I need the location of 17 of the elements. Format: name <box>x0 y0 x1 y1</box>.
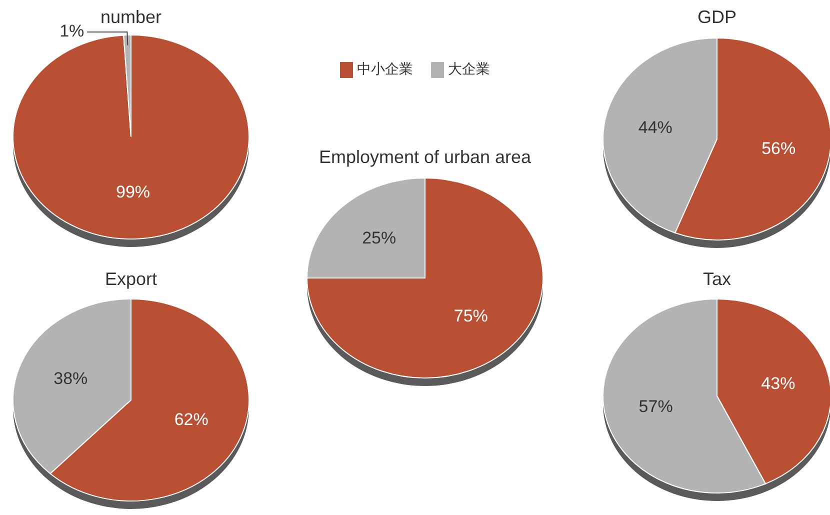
chart-title: Export <box>104 268 158 289</box>
chart-title: Tax <box>702 268 732 289</box>
data-label: 57% <box>638 397 673 416</box>
data-label: 1% <box>60 21 84 40</box>
chart-title: number <box>100 6 162 27</box>
chart-title: GDP <box>697 6 737 27</box>
data-label: 44% <box>638 118 672 138</box>
data-label: 25% <box>362 228 396 248</box>
data-label: 75% <box>454 306 488 326</box>
legend-label: 中小企業 <box>357 60 413 77</box>
data-label: 99% <box>116 182 150 202</box>
text: Employment of urban area <box>318 146 532 167</box>
data-label: 62% <box>174 410 208 429</box>
legend-label: 大企業 <box>448 60 490 77</box>
data-label: 56% <box>762 138 796 158</box>
data-label: 43% <box>761 374 796 393</box>
data-label: 38% <box>54 369 88 388</box>
